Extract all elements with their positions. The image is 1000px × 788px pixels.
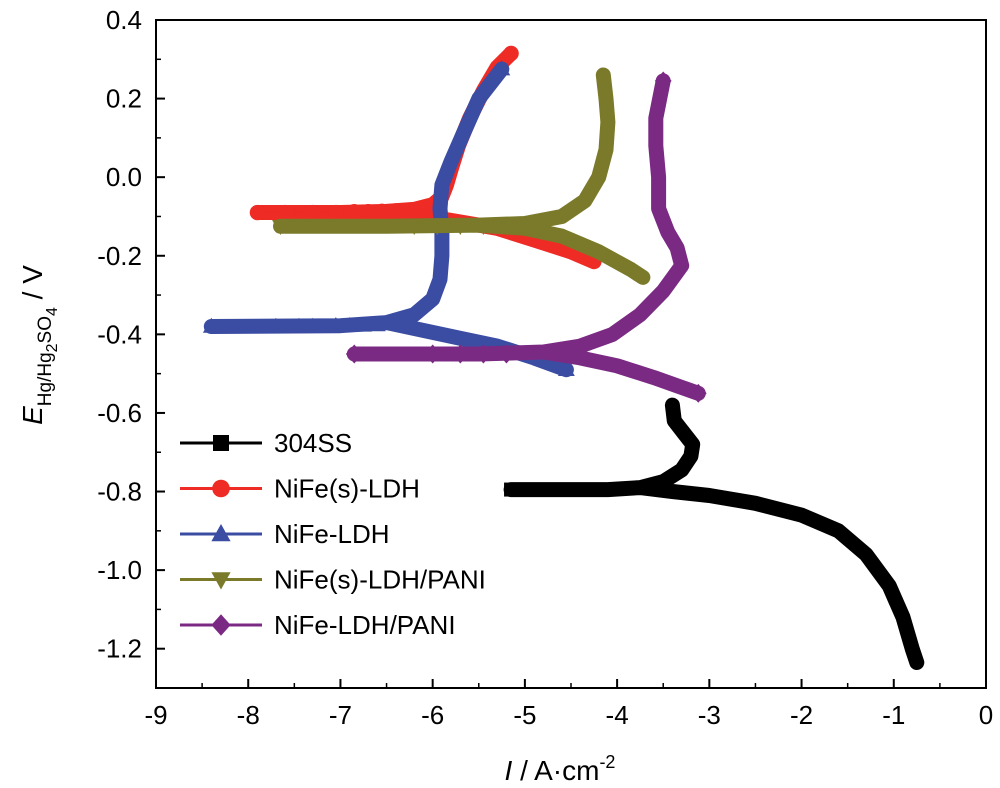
y-axis-title-sub4: 4 <box>44 307 61 316</box>
series-marker-304ss <box>564 482 578 497</box>
y-tick-label: -0.2 <box>97 241 142 271</box>
series-marker-nife-s-ldh-pani <box>272 219 289 236</box>
y-axis-title: EHg/Hg2SO4 / V <box>17 265 61 425</box>
series-marker-304ss <box>531 482 546 497</box>
x-axis-title-sup: -2 <box>599 752 615 772</box>
legend-marker-nife-ldh <box>211 524 231 542</box>
series-marker-nife-ldh <box>368 316 386 332</box>
series-marker-nife-ldh-pani <box>654 71 672 91</box>
series-marker-nife-ldh <box>304 317 322 333</box>
series-marker-nife-ldh-pani <box>424 344 442 364</box>
legend-marker-nife-ldh-pani <box>211 614 231 636</box>
series-marker-nife-s-ldh <box>503 45 519 62</box>
x-tick-label: -4 <box>606 700 629 730</box>
x-axis-title-symbol: I <box>505 755 513 786</box>
legend: 304SS NiFe(s)-LDH NiFe-LDH NiFe(s)-LDH/PANI… <box>180 428 486 640</box>
x-axis-title-text: / A·cm <box>512 755 599 786</box>
y-tick-label: 0.2 <box>106 84 142 114</box>
series-band-nife-s-ldh-pani <box>273 67 651 285</box>
x-tick-label: -3 <box>698 700 721 730</box>
y-tick-label: -0.8 <box>97 477 142 507</box>
series-marker-nife-ldh <box>327 316 345 333</box>
legend-label-304ss: 304SS <box>274 428 352 458</box>
y-tick-label: 0.4 <box>106 5 142 35</box>
legend-marker-nife-s-ldh-pani <box>211 572 231 590</box>
x-tick-label: -9 <box>144 700 167 730</box>
series-marker-nife-ldh-pani <box>498 344 515 364</box>
series-marker-nife-s-ldh <box>249 204 266 221</box>
series-marker-nife-s-ldh <box>388 203 404 219</box>
series-marker-nife-ldh <box>355 316 372 332</box>
legend-marker-304ss <box>213 435 229 451</box>
series-marker-304ss <box>504 482 519 497</box>
legend-marker-nife-s-ldh <box>212 479 230 498</box>
x-axis-title: I / A·cm-2 <box>505 752 616 786</box>
series-marker-nife-s-ldh <box>360 204 376 220</box>
series-marker-nife-ldh-pani <box>474 344 492 364</box>
y-axis-title-symbol: E <box>17 406 48 425</box>
series-marker-nife-s-ldh-pani <box>428 219 446 236</box>
series-band-nife-ldh-pani <box>346 73 706 401</box>
y-tick-label: -0.6 <box>97 398 142 428</box>
series-marker-nife-ldh <box>557 360 575 377</box>
series-marker-nife-ldh-pani <box>345 344 363 364</box>
legend-label-nife-s-ldh: NiFe(s)-LDH <box>274 474 420 504</box>
series-marker-nife-s-ldh <box>305 204 321 221</box>
series-marker-nife-s-ldh <box>277 204 293 221</box>
x-tick-label: -1 <box>882 700 905 730</box>
series-marker-nife-ldh <box>202 317 220 333</box>
series-marker-nife-s-ldh-pani <box>405 219 423 236</box>
series-marker-nife-ldh <box>290 317 308 333</box>
x-tick-label: 0 <box>979 700 993 730</box>
y-axis-title-sub3: SO <box>35 316 56 343</box>
series-marker-nife-ldh-pani <box>689 383 707 403</box>
x-tick-label: -2 <box>790 700 813 730</box>
y-tick-label: -0.4 <box>97 319 142 349</box>
y-tick-label: -1.0 <box>97 555 142 585</box>
series-marker-nife-s-ldh <box>346 204 362 220</box>
series-marker-nife-ldh-pani <box>451 344 469 364</box>
legend-label-nife-s-ldh-pani: NiFe(s)-LDH/PANI <box>274 565 486 595</box>
y-axis-title-sub2: 2 <box>44 343 61 352</box>
legend-label-nife-ldh: NiFe-LDH <box>274 519 390 549</box>
series-marker-nife-ldh <box>493 60 511 76</box>
series-band-304ss <box>503 397 925 670</box>
series-marker-nife-ldh <box>341 316 359 333</box>
x-tick-label: -6 <box>421 700 444 730</box>
y-tick-label: 0.0 <box>106 162 142 192</box>
series-band-nife-ldh <box>203 61 574 378</box>
series-marker-nife-s-ldh <box>328 204 344 221</box>
y-tick-label: -1.2 <box>97 634 142 664</box>
x-tick-label: -7 <box>329 700 352 730</box>
axis-ticks: -9 -8 -7 -6 -5 -4 -3 -2 -1 0 0.4 0.2 0.0 -0.2 -0.4 -0.6… <box>97 5 993 730</box>
x-tick-label: -5 <box>513 700 536 730</box>
series-marker-nife-s-ldh-pani <box>474 219 492 236</box>
series-marker-nife-s-ldh-pani <box>451 219 469 236</box>
plot-series <box>202 45 925 670</box>
y-axis-title-sub: Hg/Hg <box>35 352 56 406</box>
y-axis-title-unit: / V <box>17 265 48 307</box>
x-tick-label: -8 <box>237 700 260 730</box>
legend-label-nife-ldh-pani: NiFe-LDH/PANI <box>274 610 456 640</box>
series-marker-nife-s-ldh <box>374 203 390 220</box>
series-marker-nife-ldh <box>267 317 285 333</box>
